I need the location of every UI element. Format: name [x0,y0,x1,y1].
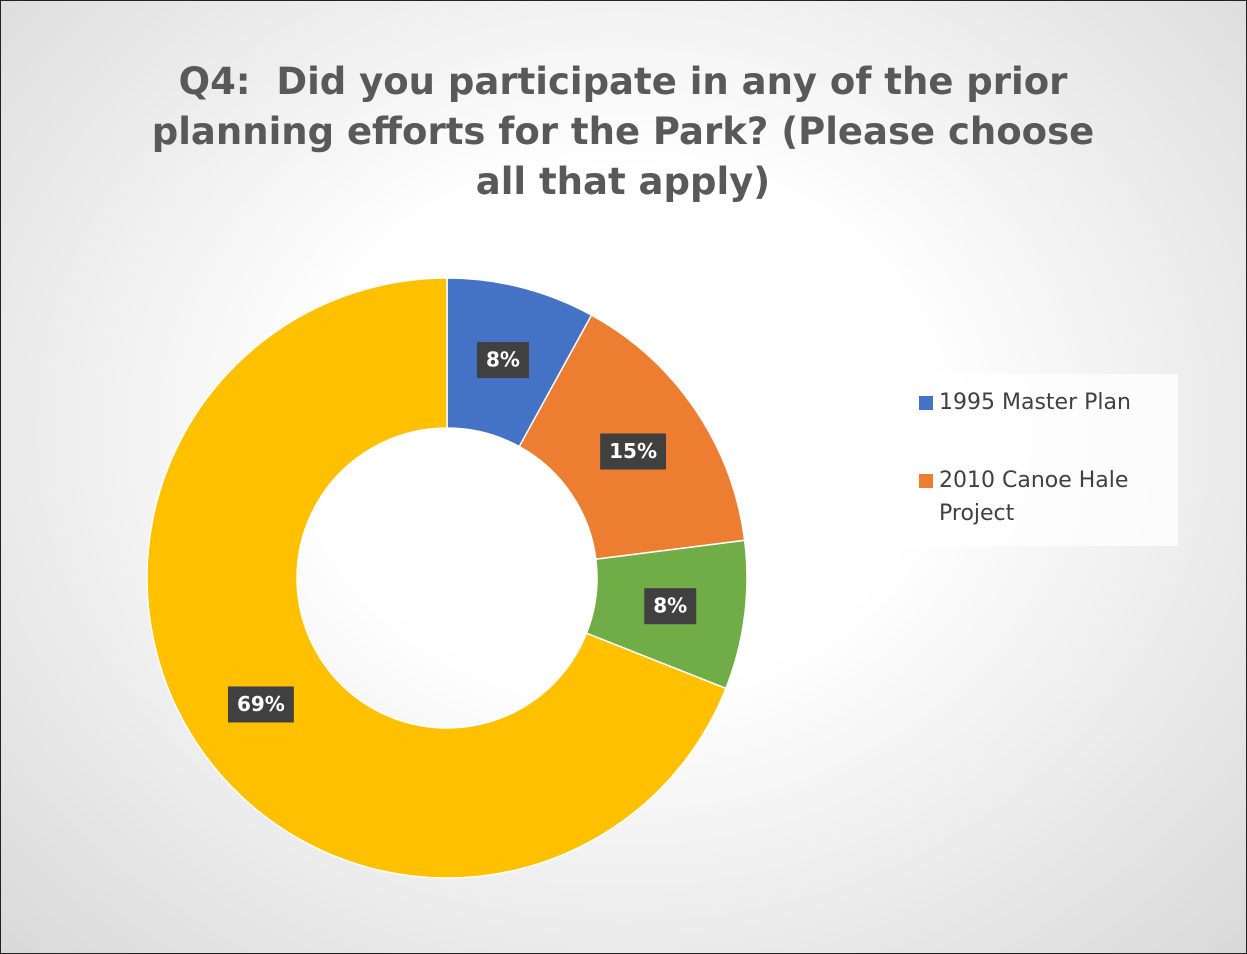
legend-swatch [919,396,933,410]
legend-label: 1995 Master Plan [939,390,1131,415]
legend-swatch [919,474,933,488]
data-label-text: 8% [653,594,687,618]
data-label: 15% [600,433,667,470]
chart-title: Q4: Did you participate in any of the pr… [151,60,1108,203]
data-label-text: 8% [486,348,520,372]
data-label: 8% [644,588,697,625]
legend-label: 2010 Canoe Hale Project [939,468,1129,526]
donut-segment [146,277,727,879]
data-label-box [227,686,294,723]
data-label-box [600,433,667,470]
legend-item: 2010 Canoe Hale Project [919,464,1169,530]
data-label-box [476,342,529,379]
data-label-text: 69% [237,692,285,716]
data-label: 8% [476,342,529,379]
legend: 1995 Master Plan 2010 Canoe Hale Project [901,374,1178,546]
data-label-box [644,588,697,625]
data-label: 69% [227,686,294,723]
legend-item: 1995 Master Plan [919,386,1169,419]
data-label-text: 15% [609,439,657,463]
